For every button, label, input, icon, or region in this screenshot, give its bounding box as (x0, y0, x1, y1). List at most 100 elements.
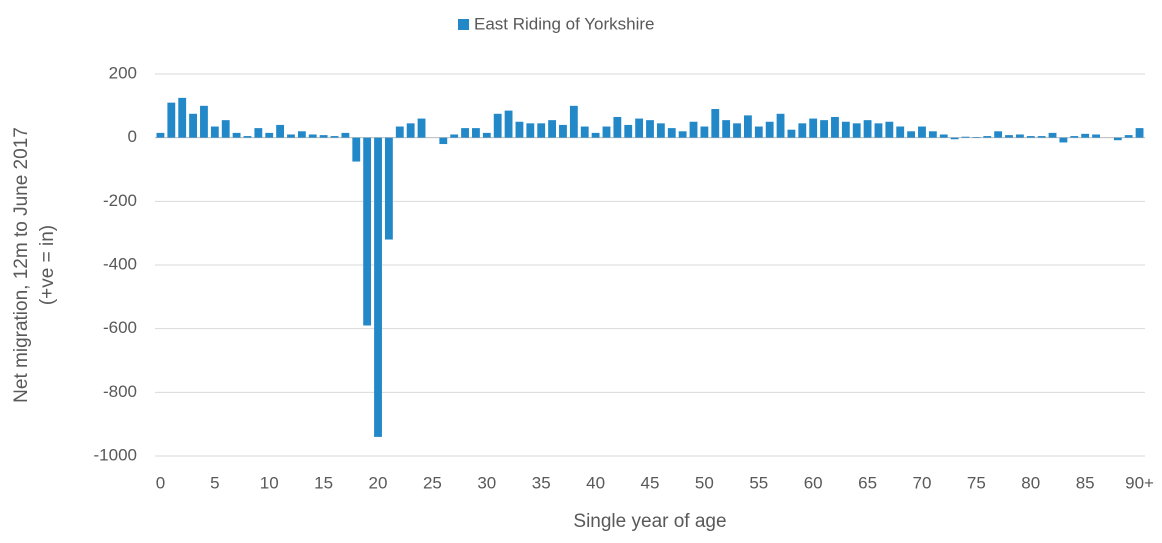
bar (754, 126, 763, 138)
bar (210, 126, 219, 138)
bar (1092, 134, 1100, 138)
bar (221, 120, 230, 138)
bar (646, 120, 654, 138)
bar (624, 124, 633, 138)
bar (287, 134, 295, 138)
bar (341, 132, 350, 138)
bar (319, 135, 328, 138)
x-tick-label: 75 (967, 473, 986, 492)
x-tick-label: 10 (260, 473, 279, 492)
bar (667, 128, 676, 138)
x-tick-label: 30 (477, 473, 496, 492)
x-tick-label: 45 (641, 473, 660, 492)
bar (776, 113, 785, 138)
bar (928, 131, 937, 138)
bar (1048, 132, 1057, 138)
bar (1037, 136, 1046, 138)
bar (961, 136, 970, 138)
bar (635, 118, 644, 138)
bar (189, 113, 197, 138)
bar (678, 131, 687, 138)
y-tick-label: 200 (109, 63, 137, 82)
y-axis-title: (+ve = in) (37, 225, 58, 305)
bar (820, 120, 828, 138)
bar (167, 102, 176, 138)
x-tick-label: 60 (804, 473, 823, 492)
bar (591, 132, 600, 138)
bar (439, 137, 448, 145)
x-tick-label: 25 (423, 473, 442, 492)
bar (907, 131, 916, 138)
x-tick-label: 80 (1021, 473, 1040, 492)
x-tick-label: 0 (156, 473, 165, 492)
x-tick-label: 90+ (1125, 473, 1154, 492)
bar (1081, 133, 1090, 138)
bar (722, 120, 731, 138)
bar (809, 118, 818, 138)
y-tick-label: -600 (103, 318, 137, 337)
x-tick-label: 20 (369, 473, 388, 492)
bar (743, 115, 752, 138)
x-tick-label: 5 (210, 473, 219, 492)
bar (200, 105, 208, 138)
bar (972, 137, 981, 138)
x-tick-label: 50 (695, 473, 714, 492)
bar (308, 134, 317, 138)
bar (613, 116, 622, 138)
bar (1135, 128, 1144, 138)
bar (472, 128, 480, 138)
bar (482, 132, 491, 138)
y-tick-label: 0 (128, 127, 137, 146)
bar (1113, 137, 1122, 141)
bar (548, 120, 557, 138)
bar (395, 126, 404, 138)
y-tick-label: -1000 (94, 445, 137, 464)
y-axis-title: Net migration, 12m to June 2017 (11, 127, 32, 403)
x-tick-label: 15 (314, 473, 333, 492)
x-tick-label: 65 (858, 473, 877, 492)
bar (656, 123, 665, 138)
bar (950, 137, 959, 140)
bar (569, 105, 578, 138)
y-tick-label: -400 (103, 254, 137, 273)
y-tick-label: -800 (103, 382, 137, 401)
bar (918, 126, 926, 138)
bar (765, 121, 774, 138)
bar (417, 118, 426, 138)
legend-label: East Riding of Yorkshire (474, 14, 655, 33)
x-tick-label: 70 (913, 473, 932, 492)
bar (1026, 136, 1035, 138)
bar (852, 123, 861, 138)
bar (733, 123, 741, 138)
bar (994, 131, 1003, 138)
bar (526, 123, 535, 138)
bar (265, 132, 274, 138)
bar (1005, 135, 1013, 138)
bar (1015, 134, 1024, 138)
bar (559, 124, 567, 138)
bar (831, 116, 839, 138)
bar (515, 121, 524, 138)
bar (374, 137, 382, 437)
bar (602, 126, 611, 138)
bar (450, 134, 459, 138)
bar (384, 137, 393, 240)
x-axis-title: Single year of age (573, 511, 726, 532)
bar (156, 132, 165, 138)
bar (537, 123, 546, 138)
bar (874, 123, 883, 138)
bar (1124, 135, 1133, 138)
bar (939, 134, 948, 138)
bar (841, 121, 850, 138)
bar (363, 137, 372, 326)
bar (297, 131, 306, 138)
bar (178, 97, 187, 138)
bar (330, 136, 339, 138)
x-tick-label: 35 (532, 473, 551, 492)
bar (896, 126, 905, 138)
bar (461, 128, 469, 138)
bar (798, 123, 807, 138)
bar (493, 113, 502, 138)
bar (352, 137, 361, 162)
